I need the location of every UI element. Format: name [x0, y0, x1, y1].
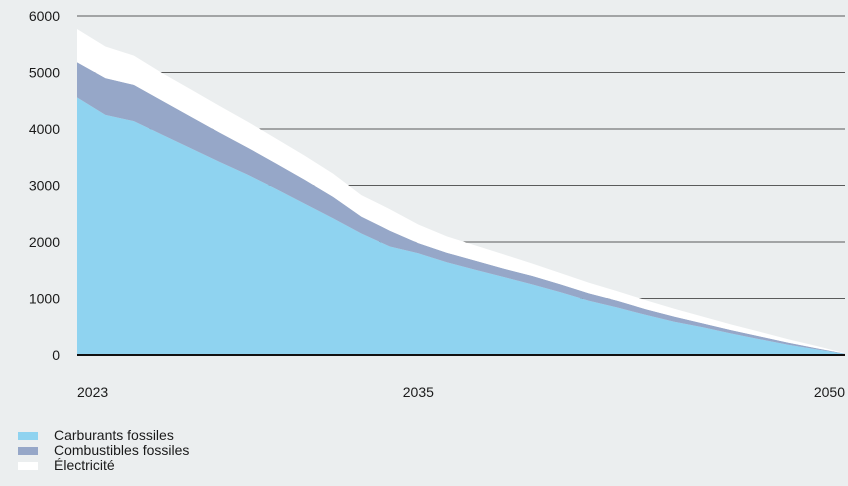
legend-label-carburants: Carburants fossiles: [54, 427, 174, 443]
y-tick-label-5000: 5000: [29, 65, 60, 81]
legend-swatch-carburants: [18, 431, 38, 440]
y-tick-label-3000: 3000: [29, 178, 60, 194]
legend: Carburants fossiles Combustibles fossile…: [18, 428, 189, 473]
area-series: [77, 29, 845, 356]
y-tick-label-1000: 1000: [29, 291, 60, 307]
x-tick-label-2035: 2035: [403, 384, 434, 400]
y-tick-label-4000: 4000: [29, 121, 60, 137]
legend-label-combustibles: Combustibles fossiles: [54, 442, 190, 458]
legend-item-electricite: Électricité: [18, 458, 189, 473]
legend-item-combustibles: Combustibles fossiles: [18, 443, 189, 458]
y-tick-label-6000: 6000: [29, 8, 60, 24]
y-tick-label-0: 0: [52, 347, 60, 363]
area-series-0: [77, 97, 845, 356]
x-axis-tick-labels: 2023 2035 2050: [77, 384, 845, 400]
y-axis-tick-labels: 0 1000 2000 3000 4000 5000 6000: [29, 8, 60, 363]
legend-label-electricite: Électricité: [54, 457, 115, 473]
x-tick-label-2050: 2050: [814, 384, 845, 400]
legend-swatch-electricite: [18, 461, 38, 470]
y-tick-label-2000: 2000: [29, 234, 60, 250]
legend-item-carburants: Carburants fossiles: [18, 428, 189, 443]
legend-swatch-combustibles: [18, 446, 38, 455]
x-tick-label-2023: 2023: [77, 384, 108, 400]
